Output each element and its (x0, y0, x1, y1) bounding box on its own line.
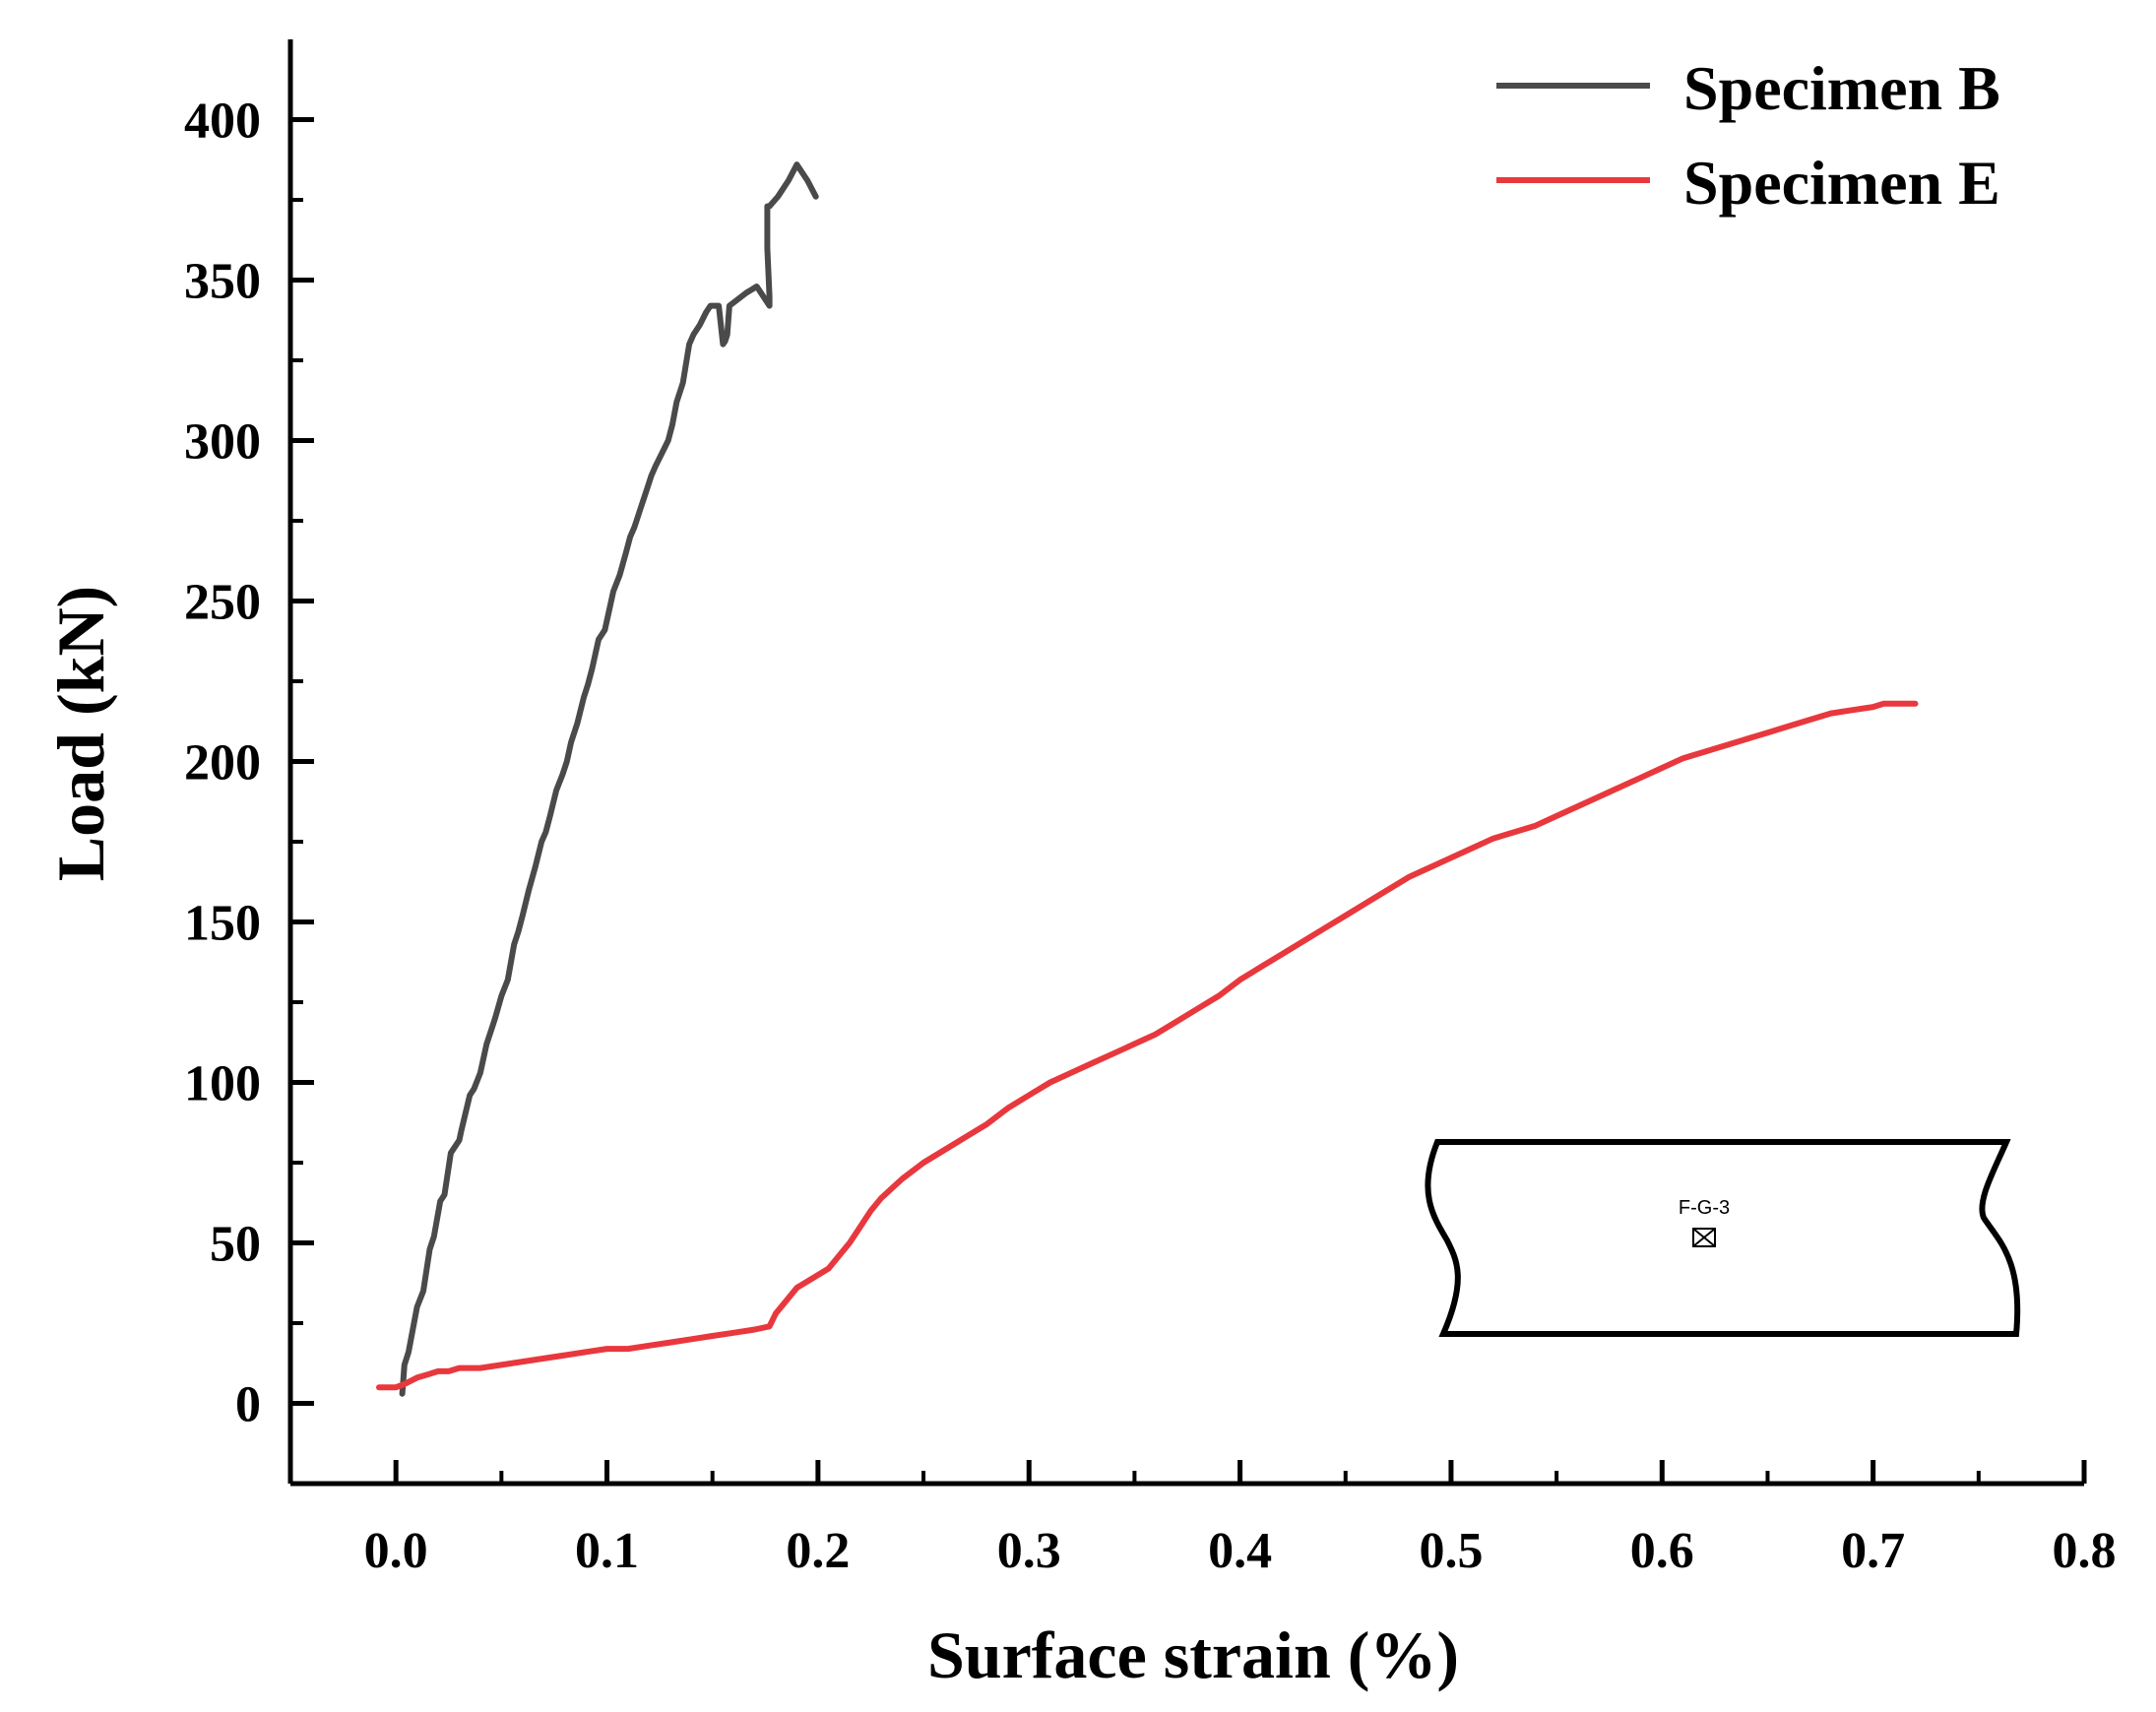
legend-label-specimen-e: Specimen E (1683, 148, 2000, 218)
legend-label-specimen-b: Specimen B (1683, 53, 2000, 123)
x-tick-label: 0.5 (1419, 1523, 1483, 1579)
y-tick-label: 300 (184, 414, 261, 471)
x-tick-label: 0.8 (2053, 1523, 2117, 1579)
y-tick-label: 100 (184, 1056, 261, 1112)
y-tick-label: 200 (184, 735, 261, 792)
x-axis-title: Surface strain (%) (927, 1617, 1459, 1692)
x-tick-label: 0.7 (1841, 1523, 1905, 1579)
y-tick-label: 400 (184, 94, 261, 150)
y-axis-title: Load (kN) (43, 586, 118, 881)
x-tick-label: 0.0 (364, 1523, 428, 1579)
x-tick-label: 0.2 (786, 1523, 850, 1579)
y-tick-label: 150 (184, 896, 261, 952)
y-tick-label: 350 (184, 254, 261, 310)
strain-gauge-icon (1692, 1228, 1716, 1247)
x-tick-label: 0.4 (1208, 1523, 1272, 1579)
y-tick-label: 250 (184, 575, 261, 631)
specimen-outline (1425, 1139, 2021, 1337)
series-line-specimen-b (399, 161, 819, 1397)
x-tick-label: 0.6 (1630, 1523, 1694, 1579)
legend: Specimen B Specimen E (1496, 53, 2000, 218)
x-tick-label: 0.1 (575, 1523, 639, 1579)
x-tick-label: 0.3 (997, 1523, 1061, 1579)
y-tick-label: 50 (210, 1217, 261, 1273)
series-line-specimen-e (376, 700, 1919, 1391)
series-group (376, 161, 1919, 1397)
specimen-inset-diagram: F-G-3 (1425, 1139, 2021, 1337)
y-tick-label: 0 (235, 1377, 261, 1433)
inset-gauge-label: F-G-3 (1679, 1197, 1730, 1219)
axes: 0.0 0.1 0.2 0.3 0.4 0.5 0.6 0.7 0.8 0 50 100 150 200 2… (184, 39, 2117, 1579)
